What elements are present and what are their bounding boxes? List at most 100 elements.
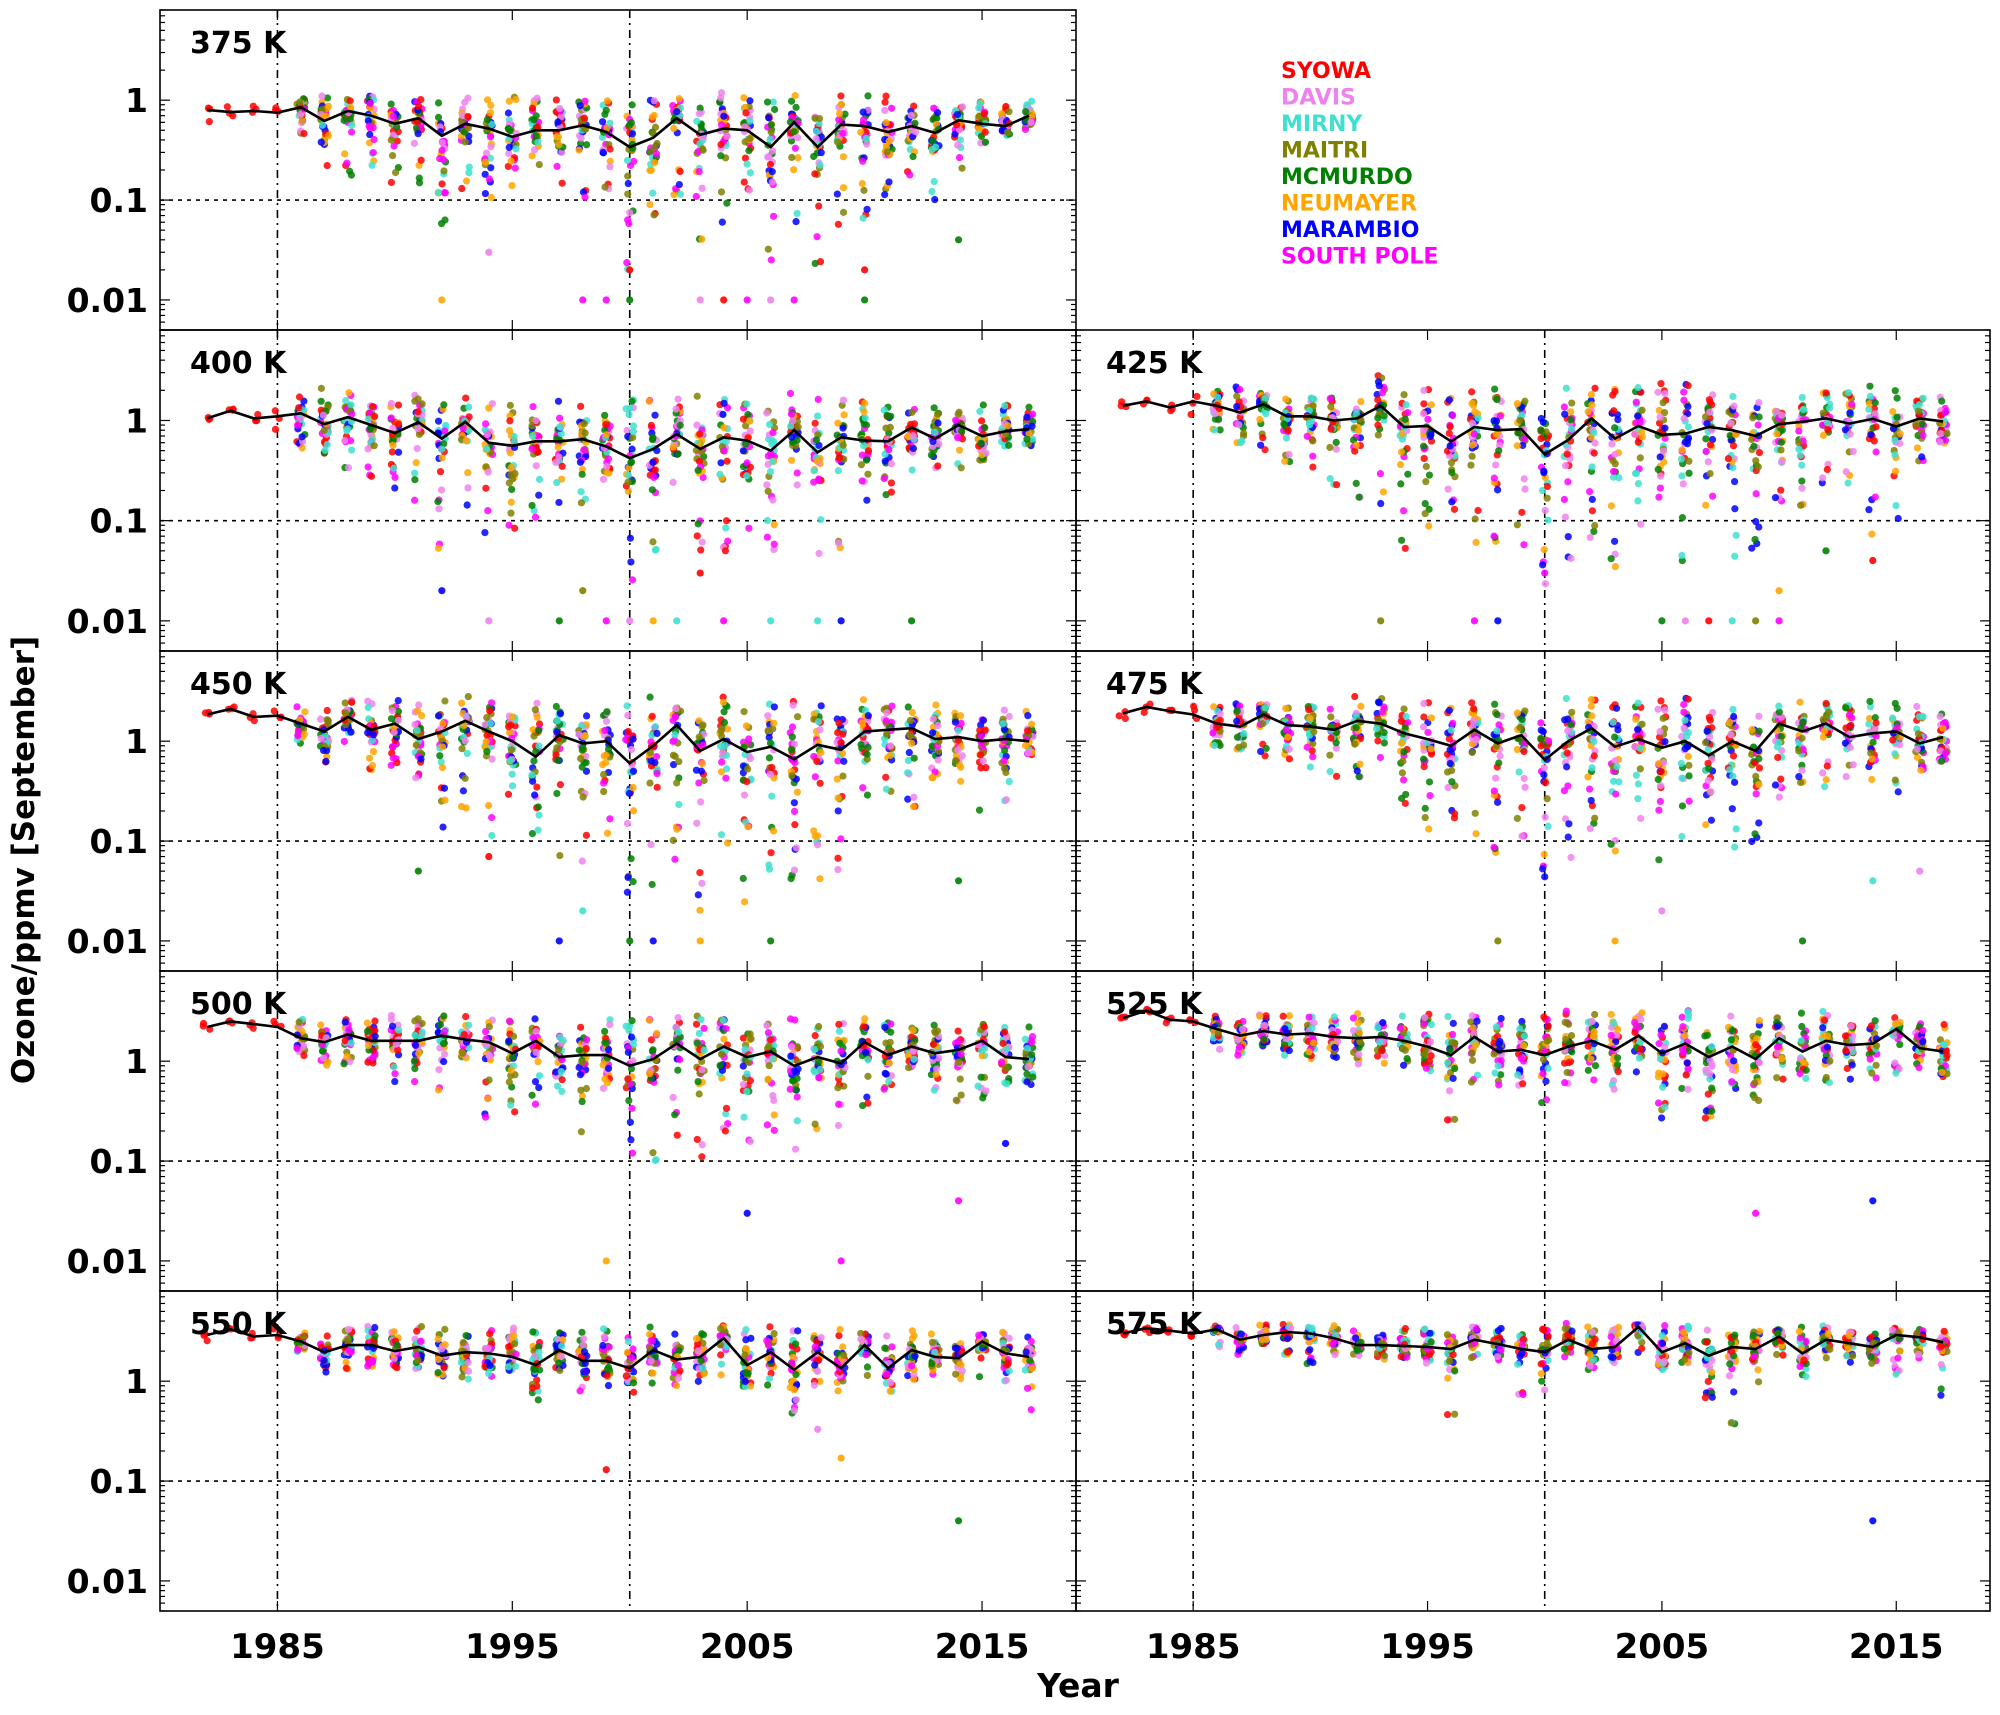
data-point xyxy=(814,841,821,848)
data-point xyxy=(552,459,559,466)
data-point xyxy=(506,427,513,434)
data-point xyxy=(530,733,537,740)
outlier-point xyxy=(791,296,798,303)
data-point xyxy=(581,420,588,427)
data-point xyxy=(719,749,726,756)
data-point xyxy=(391,474,398,481)
data-point xyxy=(1872,493,1879,500)
data-point xyxy=(1684,440,1691,447)
data-point xyxy=(1449,412,1456,419)
data-point xyxy=(1892,502,1899,509)
data-point xyxy=(699,721,706,728)
data-point xyxy=(792,145,799,152)
data-point xyxy=(418,157,425,164)
data-point xyxy=(1679,446,1686,453)
panel-475k: 475 K xyxy=(1076,651,1990,971)
data-point xyxy=(1729,706,1736,713)
outlier-point xyxy=(438,296,445,303)
data-point xyxy=(1309,437,1316,444)
data-point xyxy=(341,437,348,444)
data-point xyxy=(1422,805,1429,812)
data-point xyxy=(1006,713,1013,720)
data-point xyxy=(835,807,842,814)
scatter-points xyxy=(1116,693,1951,945)
data-point xyxy=(1563,695,1570,702)
data-point xyxy=(860,696,867,703)
data-point xyxy=(646,201,653,208)
data-point xyxy=(1585,408,1592,415)
data-point xyxy=(719,411,726,418)
outlier-point xyxy=(697,296,704,303)
data-point xyxy=(1564,716,1571,723)
data-point xyxy=(1537,742,1544,749)
data-point xyxy=(1943,430,1950,437)
data-point xyxy=(765,114,772,121)
data-point xyxy=(1631,431,1638,438)
data-point xyxy=(977,751,984,758)
y-tick-label: 0.1 xyxy=(90,822,148,861)
data-point xyxy=(1491,787,1498,794)
data-point xyxy=(883,717,890,724)
data-point xyxy=(788,746,795,753)
data-point xyxy=(1444,768,1451,775)
data-point xyxy=(1564,727,1571,734)
data-point xyxy=(1561,403,1568,410)
data-point xyxy=(1678,472,1685,479)
data-point xyxy=(1609,457,1616,464)
data-point xyxy=(1447,746,1454,753)
data-point xyxy=(1795,439,1802,446)
data-point xyxy=(788,457,795,464)
data-point xyxy=(529,105,536,112)
data-point xyxy=(1516,417,1523,424)
data-point xyxy=(507,158,514,165)
data-point xyxy=(324,162,331,169)
data-point xyxy=(577,403,584,410)
data-point xyxy=(1514,709,1521,716)
data-point xyxy=(1025,404,1032,411)
data-point xyxy=(722,524,729,531)
data-point xyxy=(956,447,963,454)
data-point xyxy=(1660,715,1667,722)
y-tick-label: 0.01 xyxy=(67,602,148,641)
data-point xyxy=(603,718,610,725)
y-tick-label: 0.01 xyxy=(67,281,148,320)
data-point xyxy=(414,408,421,415)
data-point xyxy=(1660,447,1667,454)
data-point xyxy=(673,826,680,833)
data-point xyxy=(1545,737,1552,744)
data-point xyxy=(1422,510,1429,517)
data-point xyxy=(440,156,447,163)
data-point xyxy=(1657,380,1664,387)
data-point xyxy=(907,717,914,724)
data-point xyxy=(482,485,489,492)
data-point xyxy=(553,96,560,103)
data-point xyxy=(865,447,872,454)
data-point xyxy=(364,698,371,705)
data-point xyxy=(1402,545,1409,552)
data-point xyxy=(887,424,894,431)
data-point xyxy=(434,498,441,505)
data-point xyxy=(395,420,402,427)
data-point xyxy=(837,92,844,99)
data-point xyxy=(508,746,515,753)
data-point xyxy=(1306,421,1313,428)
data-point xyxy=(1656,728,1663,735)
data-point xyxy=(1797,502,1804,509)
data-point xyxy=(414,445,421,452)
data-point xyxy=(836,110,843,117)
data-point xyxy=(1469,453,1476,460)
data-point xyxy=(531,146,538,153)
data-point xyxy=(299,117,306,124)
data-point xyxy=(1590,429,1597,436)
data-point xyxy=(787,390,794,397)
data-point xyxy=(794,469,801,476)
data-point xyxy=(1568,709,1575,716)
data-point xyxy=(764,712,771,719)
data-point xyxy=(928,188,935,195)
data-point xyxy=(1613,705,1620,712)
data-point xyxy=(1474,414,1481,421)
data-point xyxy=(1028,423,1035,430)
data-point xyxy=(1753,490,1760,497)
data-point xyxy=(675,758,682,765)
